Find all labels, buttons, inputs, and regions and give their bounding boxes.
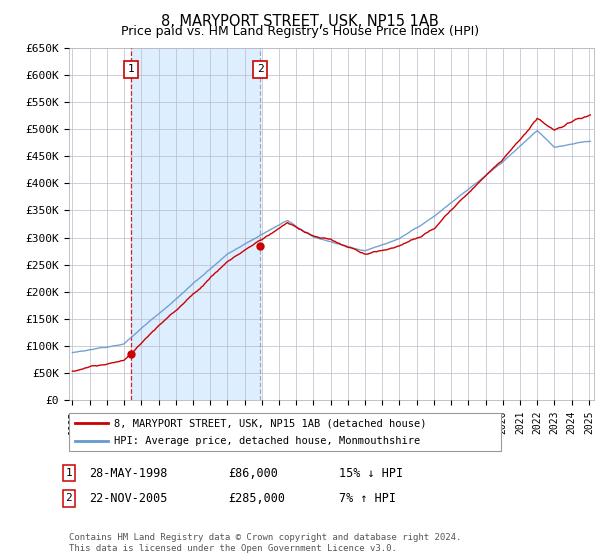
Text: HPI: Average price, detached house, Monmouthshire: HPI: Average price, detached house, Monm… xyxy=(114,436,420,446)
Text: Contains HM Land Registry data © Crown copyright and database right 2024.
This d: Contains HM Land Registry data © Crown c… xyxy=(69,533,461,553)
Text: 22-NOV-2005: 22-NOV-2005 xyxy=(89,492,167,505)
Text: 15% ↓ HPI: 15% ↓ HPI xyxy=(339,466,403,480)
Text: 2: 2 xyxy=(65,493,73,503)
Text: 28-MAY-1998: 28-MAY-1998 xyxy=(89,466,167,480)
Text: Price paid vs. HM Land Registry's House Price Index (HPI): Price paid vs. HM Land Registry's House … xyxy=(121,25,479,38)
Text: 1: 1 xyxy=(128,64,134,74)
Text: 8, MARYPORT STREET, USK, NP15 1AB (detached house): 8, MARYPORT STREET, USK, NP15 1AB (detac… xyxy=(114,418,427,428)
Text: £285,000: £285,000 xyxy=(228,492,285,505)
Text: 8, MARYPORT STREET, USK, NP15 1AB: 8, MARYPORT STREET, USK, NP15 1AB xyxy=(161,14,439,29)
Text: £86,000: £86,000 xyxy=(228,466,278,480)
Text: 1: 1 xyxy=(65,468,73,478)
Text: 2: 2 xyxy=(257,64,263,74)
Text: 7% ↑ HPI: 7% ↑ HPI xyxy=(339,492,396,505)
Bar xyxy=(131,48,260,400)
